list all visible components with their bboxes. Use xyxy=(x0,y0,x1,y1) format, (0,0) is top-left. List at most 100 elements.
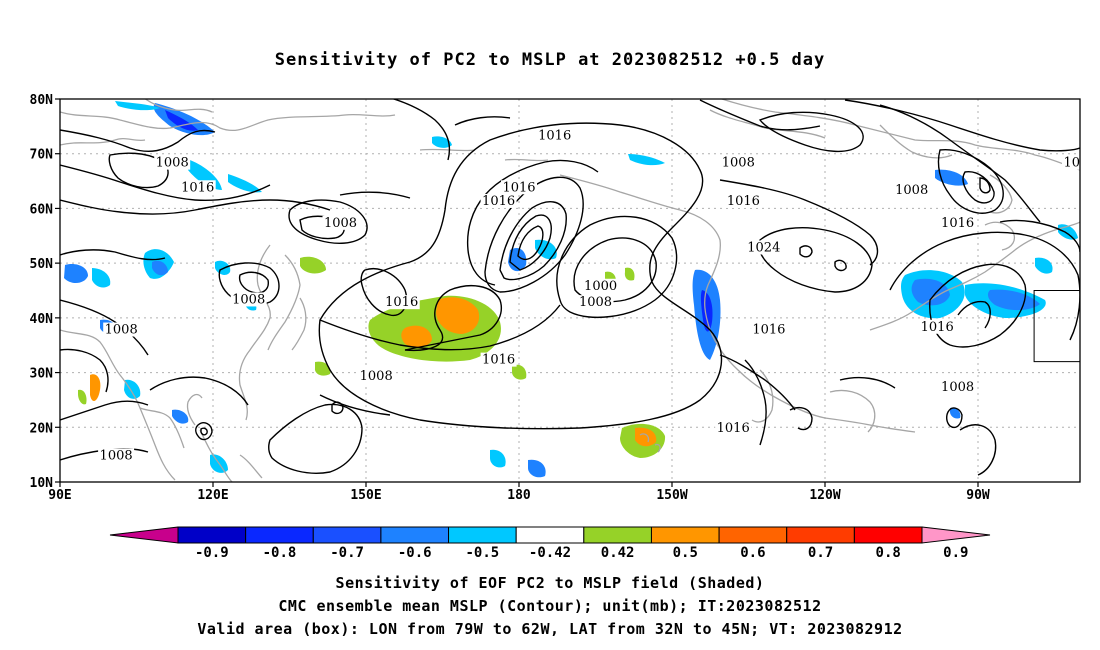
footer-caption-valid-area: Valid area (box): LON from 79W to 62W, L… xyxy=(197,620,903,638)
contour-label-bg-5 xyxy=(480,193,517,208)
colorbar: -0.9 -0.8 -0.7 -0.6 -0.5 -0.42 0.42 0.5 0.6 0.7 0.… xyxy=(109,526,991,561)
lat-tick-label: 10N xyxy=(30,476,54,491)
map-frame xyxy=(59,98,1081,483)
contour-label: 1016 xyxy=(482,353,515,368)
footer-caption-shaded: Sensitivity of EOF PC2 to MSLP field (Sh… xyxy=(335,574,765,592)
colorbar-segment-4 xyxy=(448,526,517,544)
contour-label-bg-18 xyxy=(103,322,140,337)
lon-tick-label: 90E xyxy=(48,488,71,503)
colorbar-label: 0.5 xyxy=(673,545,698,561)
contour-label: 1016 xyxy=(502,180,535,195)
contour-label: 1008 xyxy=(360,369,393,384)
colorbar-segment-0 xyxy=(177,526,247,544)
contour-label-bg-15 xyxy=(577,295,614,310)
lon-tick-label: 150W xyxy=(656,488,687,503)
colorbar-label: 0.9 xyxy=(943,545,968,561)
colorbar-low-extension xyxy=(109,526,179,544)
contour-label: 1000 xyxy=(584,279,617,294)
contour-label: 1000 xyxy=(1063,156,1096,171)
lon-tick-label: 90W xyxy=(966,488,990,503)
lon-tick-label: 180 xyxy=(507,488,531,503)
contour-label: 1008 xyxy=(156,156,189,171)
colorbar-segment-8 xyxy=(718,526,788,544)
lat-tick-label: 30N xyxy=(30,367,54,382)
colorbar-label: 0.42 xyxy=(601,545,635,561)
colorbar-label: 0.6 xyxy=(740,545,765,561)
lon-tick-label: 120W xyxy=(809,488,840,503)
colorbar-segment-10 xyxy=(853,526,923,544)
contour-label: 1016 xyxy=(482,194,515,209)
lon-tick-label: 120E xyxy=(197,488,228,503)
contour-label: 1016 xyxy=(538,128,571,143)
contour-label-bg-11 xyxy=(1088,194,1100,208)
colorbar-label: -0.9 xyxy=(195,545,229,561)
contour-label: 1016 xyxy=(717,421,750,436)
lat-tick-label: 40N xyxy=(30,312,54,327)
colorbar-segment-2 xyxy=(312,526,382,544)
contour-label-bg-10 xyxy=(1062,155,1080,170)
contour-label: 1008 xyxy=(232,292,265,307)
contour-label: 1016 xyxy=(181,180,214,195)
contour-label-bg-14 xyxy=(582,278,619,293)
contour-label-bg-16 xyxy=(383,295,420,310)
colorbar-label: -0.7 xyxy=(330,545,364,561)
lat-tick-label: 70N xyxy=(30,148,54,163)
valid-area-box xyxy=(1033,290,1080,363)
contour-label-bg-20 xyxy=(919,319,956,334)
contour-label-bg-17 xyxy=(230,292,267,307)
contour-label: 1016 xyxy=(727,194,760,209)
colorbar-segment-9 xyxy=(786,526,855,544)
contour-label-bg-26 xyxy=(98,448,135,463)
contour-label: 1000 xyxy=(1089,194,1100,209)
colorbar-high-extension xyxy=(921,526,991,544)
contour-label-bg-13 xyxy=(939,215,976,230)
contour-label-bg-19 xyxy=(750,322,787,337)
lat-tick-label: 60N xyxy=(30,202,54,217)
contour-label: 1008 xyxy=(941,380,974,395)
contour-label-bg-7 xyxy=(322,215,359,230)
contour-label-bg-23 xyxy=(358,369,395,384)
footer-caption-contour: CMC ensemble mean MSLP (Contour); unit(m… xyxy=(278,597,822,615)
contour-label: 1016 xyxy=(385,295,418,310)
colorbar-label: -0.8 xyxy=(263,545,297,561)
contour-label-bg-22 xyxy=(480,352,517,367)
colorbar-segment-1 xyxy=(245,526,314,544)
contour-label: 1008 xyxy=(579,295,612,310)
contour-label-bg-24 xyxy=(939,379,976,394)
colorbar-segment-3 xyxy=(380,526,450,544)
colorbar-label: -0.42 xyxy=(529,545,571,561)
contour-label-bg-9 xyxy=(893,183,930,198)
mslp-contours xyxy=(60,99,1080,476)
colorbar-label: -0.5 xyxy=(466,545,500,561)
contour-label-bg-4 xyxy=(501,180,537,195)
contour-label: 1016 xyxy=(941,216,974,231)
contour-label-bg-2 xyxy=(154,155,191,170)
contour-label: 1024 xyxy=(747,240,780,255)
colorbar-label: 0.7 xyxy=(808,545,833,561)
contour-label-bg-25 xyxy=(715,421,752,436)
contour-label-bg-3 xyxy=(179,180,216,195)
colorbar-segment-7 xyxy=(650,526,720,544)
contour-label-bg-21 xyxy=(1093,336,1100,350)
contour-label: 1008 xyxy=(324,216,357,231)
contour-label: 1016 xyxy=(752,323,785,338)
contour-label-bg-6 xyxy=(725,193,762,208)
contour-label: 1008 xyxy=(100,448,133,463)
contour-label-bg-1 xyxy=(720,155,757,170)
lat-tick-label: 20N xyxy=(30,421,54,436)
colorbar-segment-5 xyxy=(515,526,585,544)
lon-tick-label: 150E xyxy=(350,488,381,503)
contour-label: 1016 xyxy=(1094,336,1100,351)
contour-label: 1008 xyxy=(722,156,755,171)
contour-label: 1008 xyxy=(895,183,928,198)
colorbar-segment-6 xyxy=(583,526,652,544)
contour-label: 1016 xyxy=(921,320,954,335)
chart-title: Sensitivity of PC2 to MSLP at 2023082512… xyxy=(274,50,826,70)
contour-label-bg-8 xyxy=(745,240,782,255)
contour-label-bg-0 xyxy=(536,128,573,143)
contour-label: 1008 xyxy=(105,323,138,338)
lat-tick-label: 80N xyxy=(30,93,54,108)
